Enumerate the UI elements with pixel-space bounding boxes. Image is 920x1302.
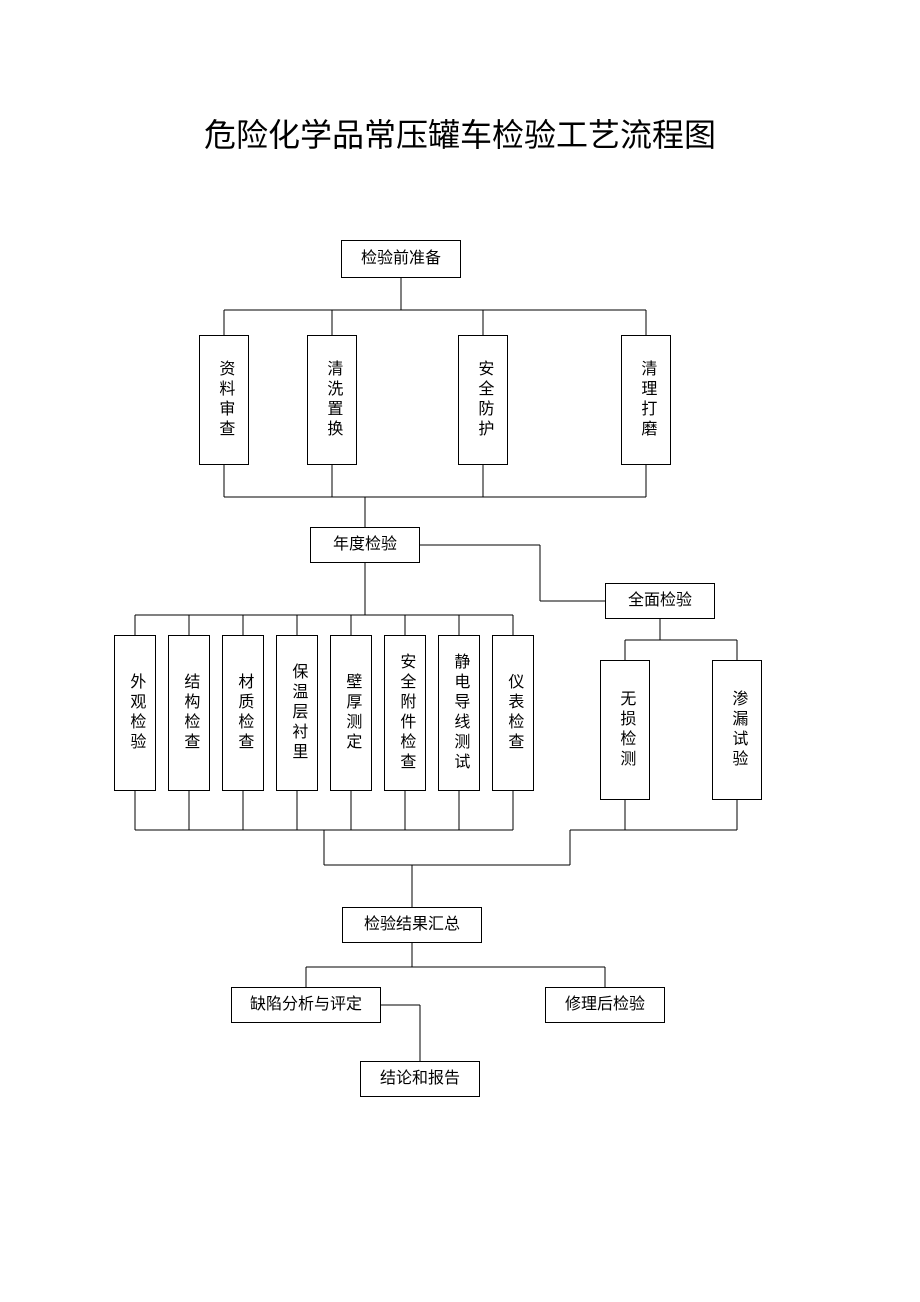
node-p3: 安全防护 bbox=[458, 335, 508, 465]
node-p1: 资料审查 bbox=[199, 335, 249, 465]
node-c3: 材质检查 bbox=[222, 635, 264, 791]
node-c5: 壁厚测定 bbox=[330, 635, 372, 791]
node-c6: 安全附件检查 bbox=[384, 635, 426, 791]
node-pre-prep: 检验前准备 bbox=[341, 240, 461, 278]
node-p4: 清理打磨 bbox=[621, 335, 671, 465]
node-p2: 清洗置换 bbox=[307, 335, 357, 465]
node-annual: 年度检验 bbox=[310, 527, 420, 563]
node-summary: 检验结果汇总 bbox=[342, 907, 482, 943]
flowchart-page: 危险化学品常压罐车检验工艺流程图 检验前准备 资料审查 清洗置换 安全防护 清理… bbox=[0, 0, 920, 1302]
node-f2: 渗漏试验 bbox=[712, 660, 762, 800]
node-repair: 修理后检验 bbox=[545, 987, 665, 1023]
node-conclusion: 结论和报告 bbox=[360, 1061, 480, 1097]
node-defect: 缺陷分析与评定 bbox=[231, 987, 381, 1023]
node-c4: 保温层衬里 bbox=[276, 635, 318, 791]
node-f1: 无损检测 bbox=[600, 660, 650, 800]
node-full: 全面检验 bbox=[605, 583, 715, 619]
node-c1: 外观检验 bbox=[114, 635, 156, 791]
node-c7: 静电导线测试 bbox=[438, 635, 480, 791]
page-title: 危险化学品常压罐车检验工艺流程图 bbox=[0, 110, 920, 156]
node-c8: 仪表检查 bbox=[492, 635, 534, 791]
node-c2: 结构检查 bbox=[168, 635, 210, 791]
